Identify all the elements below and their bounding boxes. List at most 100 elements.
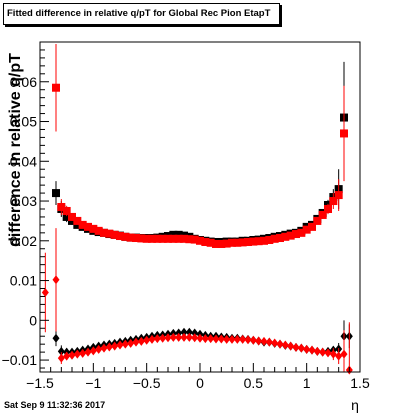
data-point: [201, 237, 210, 246]
data-point: [137, 336, 145, 346]
data-point: [41, 287, 49, 297]
data-point: [318, 210, 327, 219]
x-tick-label: 1: [303, 375, 311, 391]
data-point: [324, 348, 332, 358]
data-point: [169, 332, 177, 342]
data-point: [68, 212, 76, 221]
data-point: [196, 333, 204, 343]
data-point: [84, 347, 92, 357]
data-point: [297, 228, 306, 237]
data-point: [260, 336, 268, 346]
plot-frame: [39, 41, 361, 373]
data-point: [143, 335, 151, 345]
data-point: [89, 224, 98, 233]
data-point: [52, 275, 60, 285]
data-point: [111, 341, 119, 351]
data-point: [105, 342, 113, 352]
y-tick-label: −0.01: [2, 352, 38, 368]
data-point: [62, 206, 71, 215]
data-point: [57, 346, 65, 356]
data-point: [340, 349, 348, 359]
data-point: [185, 327, 193, 337]
data-point: [94, 226, 103, 235]
data-point: [212, 334, 220, 344]
data-point: [116, 232, 124, 241]
data-point: [233, 238, 242, 247]
data-point: [329, 197, 338, 206]
data-point: [100, 343, 108, 353]
data-point: [79, 348, 87, 358]
data-point: [212, 239, 220, 248]
timestamp-label: Sat Sep 9 11:32:36 2017: [4, 400, 106, 410]
data-point: [158, 234, 167, 243]
data-point: [52, 189, 60, 198]
data-point: [206, 238, 215, 247]
data-point: [271, 338, 279, 348]
data-point: [308, 345, 316, 355]
data-point: [180, 234, 188, 243]
data-point: [148, 334, 156, 344]
data-point: [137, 234, 146, 243]
data-point: [78, 220, 87, 229]
series-1: [52, 43, 348, 248]
data-point: [286, 231, 295, 240]
data-point: [132, 234, 140, 243]
x-tick-label: 0: [196, 375, 204, 391]
data-point: [313, 216, 322, 225]
x-tick-label: 1.5: [350, 375, 370, 391]
y-tick-label: 0.03: [10, 193, 37, 209]
data-point: [185, 332, 193, 342]
data-point: [159, 333, 167, 343]
data-point: [228, 334, 236, 344]
data-point: [73, 349, 81, 359]
data-point: [254, 237, 263, 246]
data-point: [303, 344, 311, 354]
data-point: [180, 327, 188, 337]
data-point: [217, 334, 225, 344]
y-tick-label: 0.05: [10, 114, 37, 130]
y-tick-label: 0.04: [10, 153, 37, 169]
data-point: [233, 334, 241, 344]
data-point: [169, 234, 178, 243]
data-point: [265, 337, 273, 347]
data-point: [164, 234, 172, 243]
plot-layer: [41, 43, 353, 375]
data-point: [142, 234, 151, 243]
x-tick-label: −1: [85, 375, 101, 391]
x-tick-label: −0.5: [133, 375, 161, 391]
data-point: [52, 83, 60, 92]
data-point: [319, 347, 327, 357]
data-point: [308, 222, 316, 231]
data-point: [340, 129, 348, 138]
data-point: [334, 191, 343, 200]
data-point: [287, 341, 295, 351]
y-tick-label: 0: [29, 312, 37, 328]
data-point: [281, 232, 290, 241]
data-point: [335, 351, 343, 361]
data-point: [297, 343, 305, 353]
x-axis-label: η: [351, 397, 359, 413]
data-point: [324, 204, 332, 213]
data-point: [121, 339, 129, 349]
data-point: [281, 340, 289, 350]
data-point: [238, 238, 247, 247]
data-point: [174, 234, 183, 243]
data-point: [148, 234, 156, 243]
data-point: [292, 230, 300, 239]
data-point: [95, 344, 103, 354]
x-tick-label: −1.5: [26, 375, 54, 391]
data-point: [276, 339, 284, 349]
data-point: [196, 236, 204, 245]
data-point: [57, 203, 66, 211]
data-point: [175, 332, 183, 342]
data-point: [329, 349, 337, 359]
data-point: [249, 237, 258, 246]
data-point: [164, 333, 172, 343]
data-point: [52, 333, 60, 343]
x-tick-label: 0.5: [244, 375, 264, 391]
data-point: [180, 332, 188, 342]
data-point: [201, 334, 209, 344]
data-point: [68, 350, 76, 360]
data-point: [185, 235, 194, 244]
